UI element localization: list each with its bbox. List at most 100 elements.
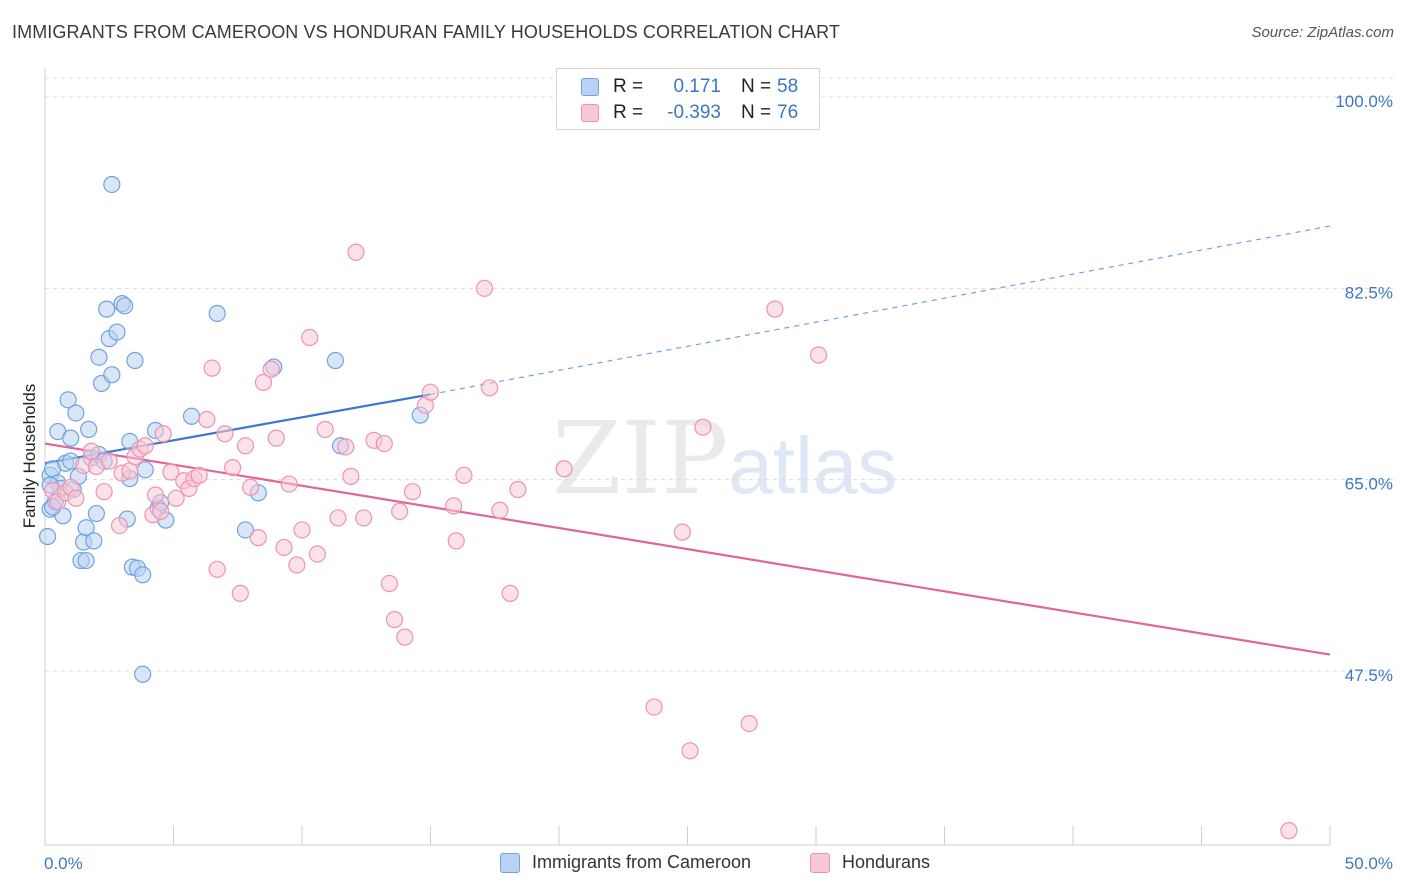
y-tick-label: 100.0%	[1335, 92, 1393, 111]
honduran-point	[236, 437, 255, 455]
honduran-point	[445, 497, 463, 515]
cameroon-point	[77, 551, 95, 570]
hondurans-swatch	[810, 852, 830, 873]
cameroon-point	[87, 504, 106, 523]
honduran-point	[262, 360, 280, 378]
watermark-sub: atlas	[728, 421, 898, 510]
honduran-point	[694, 418, 712, 436]
honduran-point	[809, 346, 828, 364]
axes	[44, 68, 1331, 846]
cameroon-point	[38, 527, 57, 546]
legend-label: Hondurans	[842, 852, 931, 872]
honduran-point	[121, 462, 139, 480]
y-tick-label: 82.5%	[1345, 283, 1393, 302]
cameroon-point	[103, 175, 121, 194]
cameroon-point	[136, 461, 154, 479]
honduran-point	[766, 300, 784, 318]
honduran-point	[301, 328, 319, 347]
cameroon-point	[208, 304, 226, 323]
cameroon-point	[103, 366, 121, 384]
honduran-point	[509, 480, 527, 499]
watermark: ZIPatlas	[552, 400, 897, 517]
grid-lines	[45, 77, 1393, 672]
cameroon-point	[90, 348, 108, 366]
cameroon-point	[116, 297, 134, 315]
honduran-point	[154, 425, 172, 443]
source-label: Source: ZipAtlas.com	[1251, 24, 1394, 41]
cameroon-swatch	[500, 852, 520, 873]
y-tick-label: 47.5%	[1345, 666, 1393, 685]
data-points	[38, 175, 1298, 840]
honduran-point	[100, 452, 118, 470]
honduran-point	[316, 420, 334, 438]
honduran-point	[396, 628, 414, 646]
r-label: R =	[613, 102, 644, 123]
honduran-point	[380, 574, 398, 593]
honduran-point	[391, 502, 409, 520]
chart-title: IMMIGRANTS FROM CAMEROON VS HONDURAN FAM…	[12, 22, 840, 42]
axis-labels: 47.5% 65.0% 82.5% 100.0% 0.0% 50.0% Family Hou…	[20, 92, 1393, 873]
honduran-point	[403, 483, 422, 501]
legend-label: Immigrants from Cameroon	[532, 852, 752, 872]
honduran-point	[208, 560, 226, 578]
cameroon-swatch	[581, 78, 599, 96]
honduran-point	[447, 532, 465, 550]
watermark-main: ZIP	[552, 400, 729, 517]
honduran-trend	[44, 442, 1331, 656]
honduran-point	[231, 584, 249, 602]
legend-item-hondurans[interactable]: Hondurans	[810, 852, 930, 873]
honduran-point	[190, 466, 208, 484]
honduran-point	[740, 714, 758, 733]
cameroon-point	[67, 404, 85, 422]
honduran-point	[337, 438, 355, 456]
honduran-point	[347, 243, 365, 261]
x-tick-label: 0.0%	[44, 854, 83, 873]
n-label: N =	[741, 102, 772, 123]
honduran-point	[136, 437, 154, 455]
cameroon-point	[77, 519, 95, 537]
y-axis-label: Family Households	[20, 384, 39, 529]
honduran-point	[242, 478, 260, 496]
honduran-point	[224, 459, 242, 477]
honduran-point	[249, 529, 267, 547]
n-label: N =	[741, 76, 772, 97]
cameroon-point	[59, 391, 77, 409]
cameroon-point	[108, 323, 126, 341]
r-value: 0.171	[673, 76, 721, 97]
cameroon-point	[98, 300, 116, 318]
honduran-point	[203, 359, 221, 377]
cameroon-point	[62, 429, 80, 447]
honduran-point	[110, 516, 129, 535]
honduran-point	[355, 509, 373, 527]
series-legend: Immigrants from Cameroon Hondurans	[0, 852, 1406, 878]
honduran-point	[152, 502, 170, 520]
cameroon-point	[134, 566, 152, 584]
legend-item-cameroon[interactable]: Immigrants from Cameroon	[500, 852, 751, 873]
honduran-point	[673, 523, 691, 541]
cameroon-point	[236, 521, 255, 539]
cameroon-point	[326, 351, 345, 370]
honduran-point	[681, 742, 699, 760]
honduran-point	[421, 383, 440, 401]
honduran-point	[501, 584, 519, 602]
honduran-point	[481, 379, 499, 397]
n-value: 76	[777, 102, 799, 123]
honduran-point	[275, 538, 293, 557]
honduran-point	[167, 489, 185, 507]
cameroon-point	[182, 407, 201, 425]
cameroon-point	[126, 351, 144, 370]
n-value: 58	[777, 76, 799, 97]
honduran-point	[475, 279, 494, 297]
honduran-point	[491, 501, 509, 519]
y-tick-label: 65.0%	[1345, 475, 1393, 494]
honduran-point	[254, 373, 273, 391]
honduran-point	[1280, 822, 1298, 840]
legend-row-hondurans: R = -0.393 N = 76	[581, 101, 798, 125]
cameroon-trend-dashed	[430, 225, 1331, 395]
honduran-point	[555, 460, 573, 478]
trend-lines	[44, 225, 1331, 656]
honduran-point	[216, 425, 234, 443]
honduran-point	[288, 556, 306, 574]
honduran-point	[455, 466, 473, 484]
